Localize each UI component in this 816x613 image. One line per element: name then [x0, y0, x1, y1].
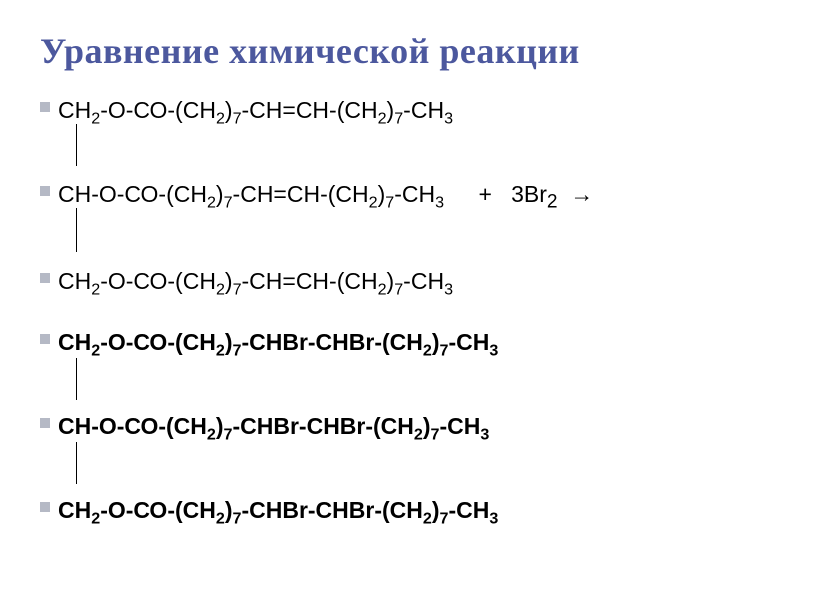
formula-text: СН2-О-СО-(СН2)7-СН=СН-(СН2)7-СН3 — [58, 97, 453, 123]
list-item: СН-О-СО-(СН2)7-СН=СН-(СН2)7-СН3 + 3Br2 → — [58, 178, 776, 216]
formula-text: СН2-О-СО-(СН2)7-СНBr-CHBr-(СН2)7-СН3 — [58, 329, 498, 355]
bullet-icon — [40, 186, 50, 196]
list-item: СН2-О-СО-(СН2)7-СН=СН-(СН2)7-СН3 — [58, 94, 776, 130]
list-item: СН-О-СО-(СН2)7-СНBr-CHBr-(СН2)7-СН3 — [58, 410, 776, 446]
bullet-icon — [40, 102, 50, 112]
formula-text: СН2-О-СО-(СН2)7-СН=СН-(СН2)7-СН3 — [58, 268, 453, 294]
bullet-icon — [40, 502, 50, 512]
list-item: СН2-О-СО-(СН2)7-СН=СН-(СН2)7-СН3 — [58, 265, 776, 301]
list-item: СН2-О-СО-(СН2)7-СНBr-CHBr-(СН2)7-СН3 — [58, 494, 776, 530]
formula-text: СН2-О-СО-(СН2)7-СНBr-CHBr-(СН2)7-СН3 — [58, 497, 498, 523]
bullet-icon — [40, 334, 50, 344]
formula-list: СН2-О-СО-(СН2)7-СН=СН-(СН2)7-СН3 СН-О-СО… — [40, 94, 776, 530]
list-item: СН2-О-СО-(СН2)7-СНBr-CHBr-(СН2)7-СН3 — [58, 326, 776, 362]
formula-text: СН-О-СО-(СН2)7-СН=СН-(СН2)7-СН3 — [58, 181, 444, 207]
reagent-text: + 3Br2 → — [479, 181, 594, 207]
bullet-icon — [40, 418, 50, 428]
bond-connector — [76, 442, 77, 484]
bond-connector — [76, 358, 77, 400]
slide-title: Уравнение химической реакции — [40, 30, 776, 72]
bond-connector — [76, 208, 77, 252]
formula-text: СН-О-СО-(СН2)7-СНBr-CHBr-(СН2)7-СН3 — [58, 413, 489, 439]
bullet-icon — [40, 273, 50, 283]
bond-connector — [76, 124, 77, 166]
